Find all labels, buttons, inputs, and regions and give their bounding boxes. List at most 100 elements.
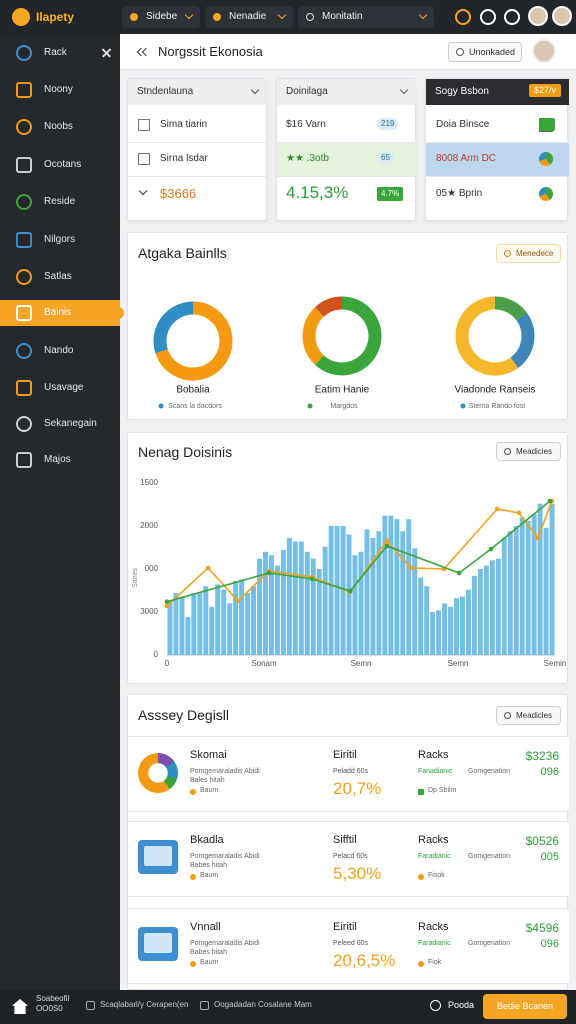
bar: [203, 586, 209, 655]
sidebar-item[interactable]: Rack: [0, 40, 120, 66]
panel-button[interactable]: Meadicies: [496, 442, 561, 461]
metric-value: 5,30%: [333, 864, 382, 883]
footer-link[interactable]: Oogadadan Cosalane Mam: [214, 1000, 312, 1009]
row-badge: 65: [377, 152, 394, 164]
brand-name: Ilapety: [36, 10, 75, 24]
sidebar-item[interactable]: Sekanegain: [0, 411, 120, 437]
top-icon[interactable]: [455, 9, 471, 25]
bar: [239, 579, 245, 655]
bar: [448, 606, 454, 655]
row-divider: [128, 142, 268, 143]
sidebar-icon: [16, 232, 32, 248]
sidebar-label: Noony: [44, 84, 73, 95]
item-tag: Baum: [200, 959, 219, 966]
top-icon[interactable]: [504, 9, 520, 25]
bar: [352, 555, 358, 655]
sidebar-icon: [16, 416, 32, 432]
donut-segment: [302, 307, 325, 365]
sidebar-icon: [16, 82, 32, 98]
brand-logo: [12, 8, 30, 26]
sidebar-label: Sekanegain: [44, 418, 97, 429]
bar: [519, 517, 525, 655]
bar: [549, 503, 555, 655]
page-header: Norgssit Ekonosia Unonkaded: [120, 34, 576, 70]
line-point: [384, 543, 390, 549]
header-avatar[interactable]: [532, 39, 556, 63]
sidebar-item[interactable]: Usavage: [0, 375, 120, 401]
bar: [412, 548, 418, 655]
bar: [406, 519, 412, 655]
x-tick-label: Semn: [448, 659, 469, 668]
donut-segment: [153, 301, 194, 354]
bar: [286, 538, 292, 655]
menu-label: Monitatin: [322, 11, 363, 22]
bar: [197, 593, 203, 655]
bar: [459, 596, 465, 655]
status-icon: [430, 1000, 441, 1011]
bar: [501, 538, 507, 655]
footer-button[interactable]: Bedie Bcanen: [483, 994, 567, 1019]
sidebar-item[interactable]: Nilgors: [0, 227, 120, 253]
menu-dropdown[interactable]: Nenadie: [205, 6, 293, 28]
bar: [388, 515, 394, 655]
checkbox[interactable]: [138, 153, 150, 165]
menu-dropdown[interactable]: Sidebe: [122, 6, 200, 28]
row-divider: [277, 142, 417, 143]
recent-item[interactable]: Skomai Pomgemaraladis Abidi Bales hitah Bau…: [128, 736, 569, 812]
bar: [424, 586, 430, 655]
recent-item[interactable]: Vnnall Pomgemaraladis Abidi Babes hitah Bau…: [128, 908, 569, 984]
footer-button-label: Bedie Bcanen: [496, 1001, 554, 1011]
sidebar-label: Bainis: [44, 307, 72, 318]
top-bar: Ilapety Sidebe Nenadie Monitatin: [0, 0, 576, 34]
sidebar-label: Nando: [44, 345, 74, 356]
sidebar-item[interactable]: Satlas: [0, 264, 120, 290]
line-point: [266, 570, 272, 576]
recent-item[interactable]: Bkadla Pomgemaraladis Abidi Babes hitah Bau…: [128, 821, 569, 897]
y-tick-label: 3000: [140, 607, 158, 616]
row-text: Doia Binsce: [436, 119, 490, 130]
row-text: ★★ .3otb: [286, 153, 329, 164]
donut-sub-icon: [307, 403, 313, 409]
tag-dot: [190, 789, 196, 795]
top-icon[interactable]: [480, 9, 496, 25]
donut-label: Eatim Hanie: [315, 385, 370, 396]
row-icon: [539, 187, 553, 201]
bar: [543, 527, 549, 655]
metric-value: 20,7%: [333, 779, 382, 798]
item-icon: [138, 753, 178, 793]
sidebar-item[interactable]: Ocotans: [0, 152, 120, 178]
metric-sub: Peladd 60s: [333, 768, 369, 775]
sidebar-item[interactable]: Noony: [0, 77, 120, 103]
bar: [465, 589, 471, 655]
header-button[interactable]: Unonkaded: [448, 42, 522, 62]
sidebar-item[interactable]: Reside: [0, 189, 120, 215]
status-label: Pooda: [448, 1000, 475, 1010]
bar: [537, 503, 543, 655]
user-avatar[interactable]: [528, 6, 548, 26]
sidebar-icon: [16, 343, 32, 359]
item-desc: Babes hitah: [190, 862, 227, 869]
panel-button[interactable]: Meadicles: [496, 706, 561, 725]
bottom-bar: Soabeofil OO0S0 Scaqlabarl/y Cerapen(en Oog…: [0, 990, 576, 1024]
sidebar-item-active[interactable]: Bainis: [0, 300, 124, 326]
card-header: Sogy Bsbon $27/v: [426, 79, 569, 105]
bar: [418, 577, 424, 655]
bar: [233, 581, 239, 655]
footer-link[interactable]: Scaqlabarl/y Cerapen(en: [100, 1000, 189, 1009]
bar: [477, 569, 483, 655]
sidebar-item[interactable]: Majos: [0, 447, 120, 473]
item-desc: Babes hitah: [190, 949, 227, 956]
user-avatar[interactable]: [552, 6, 572, 26]
sidebar-item[interactable]: Nando: [0, 338, 120, 364]
panel-button[interactable]: Menedece: [496, 244, 561, 263]
donut-sub-icon: [460, 403, 466, 409]
sidebar-item[interactable]: Noobs: [0, 114, 120, 140]
tag-dot: [418, 874, 424, 880]
bar: [310, 558, 316, 655]
menu-dropdown[interactable]: Monitatin: [298, 6, 434, 28]
checkbox[interactable]: [138, 119, 150, 131]
recent-panel: Asssey Degisll Meadicles Skomai Pomgemarala…: [127, 694, 569, 990]
tag-dot: [418, 961, 424, 967]
item-desc: Pomgemaraladis Abidi: [190, 940, 260, 947]
